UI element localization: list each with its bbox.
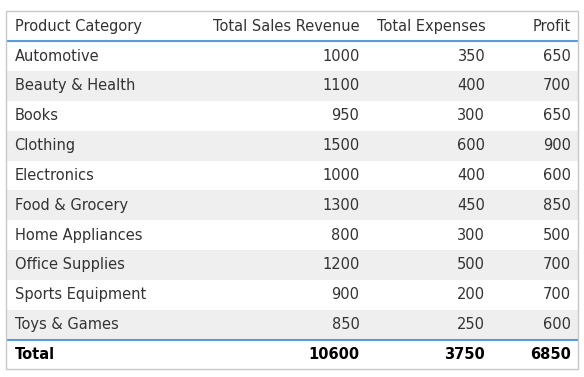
Text: 700: 700 bbox=[543, 257, 571, 273]
Text: 900: 900 bbox=[543, 138, 571, 153]
Bar bbox=[6, 101, 578, 131]
Text: 650: 650 bbox=[543, 108, 571, 123]
Text: 450: 450 bbox=[457, 198, 485, 213]
Text: 200: 200 bbox=[457, 287, 485, 302]
Text: 1000: 1000 bbox=[322, 49, 359, 64]
Text: Home Appliances: Home Appliances bbox=[15, 228, 142, 243]
Text: Total: Total bbox=[15, 347, 55, 362]
Text: 850: 850 bbox=[332, 317, 359, 332]
Text: 1000: 1000 bbox=[322, 168, 359, 183]
Text: 700: 700 bbox=[543, 78, 571, 93]
Bar bbox=[6, 71, 578, 101]
Text: 850: 850 bbox=[543, 198, 571, 213]
Text: 1200: 1200 bbox=[322, 257, 359, 273]
Text: 800: 800 bbox=[331, 228, 359, 243]
Bar bbox=[6, 310, 578, 340]
Text: Automotive: Automotive bbox=[15, 49, 99, 64]
Text: Toys & Games: Toys & Games bbox=[15, 317, 119, 332]
Text: 300: 300 bbox=[457, 108, 485, 123]
Bar bbox=[6, 161, 578, 190]
Text: 650: 650 bbox=[543, 49, 571, 64]
Text: Total Expenses: Total Expenses bbox=[377, 19, 485, 34]
Bar bbox=[6, 280, 578, 310]
Bar bbox=[6, 220, 578, 250]
Text: 950: 950 bbox=[332, 108, 359, 123]
Text: Clothing: Clothing bbox=[15, 138, 76, 153]
Bar bbox=[6, 131, 578, 161]
Text: 600: 600 bbox=[543, 168, 571, 183]
Text: 400: 400 bbox=[457, 78, 485, 93]
Text: 6850: 6850 bbox=[530, 347, 571, 362]
Text: 10600: 10600 bbox=[308, 347, 359, 362]
Text: 250: 250 bbox=[457, 317, 485, 332]
Text: Office Supplies: Office Supplies bbox=[15, 257, 124, 273]
Text: Food & Grocery: Food & Grocery bbox=[15, 198, 128, 213]
Text: Total Sales Revenue: Total Sales Revenue bbox=[213, 19, 359, 34]
Text: 350: 350 bbox=[457, 49, 485, 64]
Text: Sports Equipment: Sports Equipment bbox=[15, 287, 146, 302]
Bar bbox=[6, 190, 578, 220]
Text: Product Category: Product Category bbox=[15, 19, 141, 34]
Text: 500: 500 bbox=[457, 257, 485, 273]
Bar bbox=[6, 11, 578, 41]
Text: 600: 600 bbox=[543, 317, 571, 332]
Text: Beauty & Health: Beauty & Health bbox=[15, 78, 135, 93]
Text: 1300: 1300 bbox=[322, 198, 359, 213]
Text: Books: Books bbox=[15, 108, 58, 123]
Text: 500: 500 bbox=[543, 228, 571, 243]
Text: Electronics: Electronics bbox=[15, 168, 95, 183]
Bar bbox=[6, 340, 578, 369]
Text: 900: 900 bbox=[331, 287, 359, 302]
Bar bbox=[6, 250, 578, 280]
Text: 3750: 3750 bbox=[444, 347, 485, 362]
Text: 400: 400 bbox=[457, 168, 485, 183]
Text: 700: 700 bbox=[543, 287, 571, 302]
Text: 600: 600 bbox=[457, 138, 485, 153]
Text: 300: 300 bbox=[457, 228, 485, 243]
Bar bbox=[6, 41, 578, 71]
Text: Profit: Profit bbox=[533, 19, 571, 34]
Text: 1500: 1500 bbox=[322, 138, 359, 153]
Text: 1100: 1100 bbox=[322, 78, 359, 93]
